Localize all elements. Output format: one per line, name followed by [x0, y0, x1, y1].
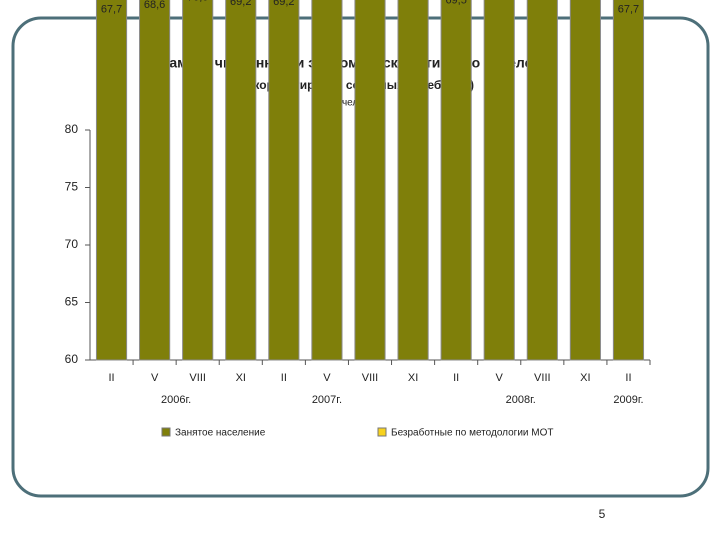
x-tick-label: VIII [189, 372, 206, 384]
bar-segment [95, 0, 128, 361]
legend-swatch [377, 427, 387, 437]
year-label: 2009г. [613, 394, 643, 406]
bar-segment [354, 0, 386, 361]
bar-segment [483, 0, 515, 361]
value-label: 69,5 [445, 0, 466, 6]
value-label: 67,7 [618, 4, 639, 16]
bar-segment [225, 0, 257, 361]
x-tick-label: V [496, 372, 504, 384]
value-label: 69,2 [230, 0, 251, 8]
x-tick-label: II [453, 372, 459, 384]
year-label: 2007г. [312, 394, 342, 406]
legend-swatch [161, 427, 171, 437]
value-label: 68,6 [144, 0, 165, 11]
legend-label: Безработные по методологии МОТ [391, 427, 553, 439]
value-label: 69,2 [273, 0, 294, 8]
bar-segment [612, 0, 645, 361]
x-tick-label: II [108, 372, 114, 384]
chart-subtitle: (без корректировки сезонных колебаний) [226, 78, 474, 92]
unit-label: млн.человек [321, 98, 380, 109]
x-tick-label: II [281, 372, 287, 384]
x-tick-label: V [323, 372, 331, 384]
x-tick-label: II [625, 372, 631, 384]
x-tick-label: V [151, 372, 159, 384]
bar-segment [526, 0, 558, 361]
x-tick-label: VIII [362, 372, 379, 384]
bar-segment [397, 0, 429, 361]
year-label: 2006г. [161, 394, 191, 406]
year-label: 2008г. [506, 394, 536, 406]
y-tick-label: 70 [65, 237, 79, 251]
x-tick-label: XI [236, 372, 246, 384]
x-tick-label: XI [580, 372, 590, 384]
legend-label: Занятое население [175, 428, 266, 439]
bar-segment [569, 0, 601, 361]
y-tick-label: 60 [65, 352, 79, 366]
bar-segment [440, 0, 472, 361]
bar-segment [311, 0, 343, 361]
value-label: 70,6 [575, 0, 596, 1]
y-tick-label: 65 [65, 295, 79, 309]
value-label: 70,0 [187, 0, 208, 4]
bar-segment [139, 0, 171, 361]
bar-segment [268, 0, 300, 361]
bar-segment [182, 0, 214, 361]
page-number: 5 [599, 507, 606, 521]
y-tick-label: 75 [65, 180, 79, 194]
x-tick-label: XI [408, 372, 418, 384]
y-tick-label: 80 [65, 122, 79, 136]
x-tick-label: VIII [534, 372, 551, 384]
value-label: 67,7 [101, 4, 122, 16]
